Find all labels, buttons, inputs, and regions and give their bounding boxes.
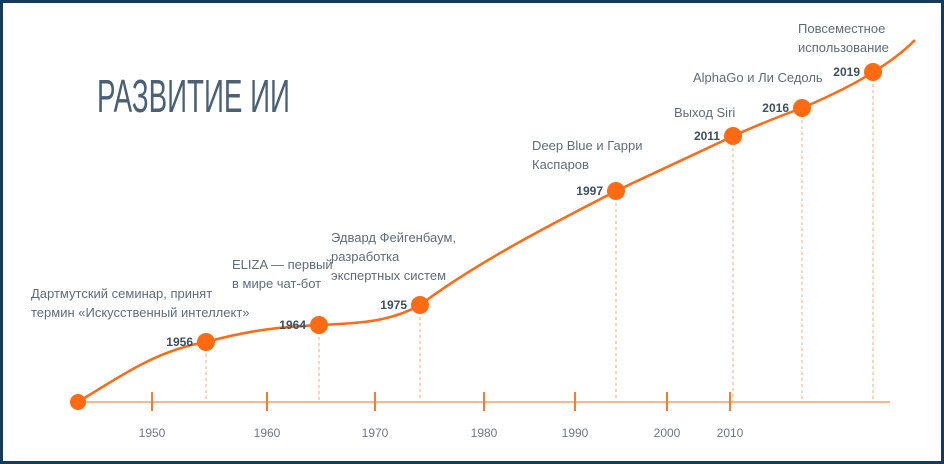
event-marker: [793, 99, 811, 117]
event-marker: [724, 127, 742, 145]
axis-tick-label: 1990: [562, 426, 589, 440]
event-description: термин «Искусственный интеллект»: [31, 305, 250, 320]
event-description: разработка: [331, 249, 400, 264]
event-marker: [310, 316, 328, 334]
event-description: Выход Siri: [674, 105, 735, 120]
diagram-title: РАЗВИТИЕ ИИ: [97, 70, 290, 122]
axis-tick-label: 2010: [717, 426, 744, 440]
event-description: Повсеместное: [798, 21, 885, 36]
event-marker: [607, 182, 625, 200]
event-marker: [197, 333, 215, 351]
event-description: Deep Blue и Гарри: [532, 138, 642, 153]
event-marker: [411, 296, 429, 314]
axis-tick-label: 1970: [362, 426, 389, 440]
event-description: ELIZA — первый: [232, 257, 333, 272]
axis-tick-label: 2000: [654, 426, 681, 440]
event-1964: 1964 ELIZA — первый в мире чат-бот: [232, 257, 333, 402]
timeline-start-point: [70, 394, 86, 410]
event-description: в мире чат-бот: [232, 276, 321, 291]
event-description: Каспаров: [532, 157, 589, 172]
event-2011: 2011 Выход Siri: [674, 105, 742, 402]
event-marker: [864, 63, 882, 81]
axis-tick-label: 1950: [139, 426, 166, 440]
event-year: 1956: [166, 335, 193, 349]
event-description: AlphaGo и Ли Седоль: [693, 70, 823, 85]
event-year: 2019: [833, 65, 860, 79]
event-year: 2011: [694, 129, 720, 143]
event-description: экспертных систем: [331, 268, 446, 283]
event-2019: 2019 Повсеместное использование: [798, 21, 889, 402]
event-description: Дартмутский семинар, принят: [31, 286, 212, 301]
event-description: использование: [798, 40, 889, 55]
event-year: 2016: [762, 101, 789, 115]
axis-tick-label: 1980: [471, 426, 498, 440]
event-year: 1997: [576, 184, 603, 198]
event-year: 1975: [380, 298, 407, 312]
event-year: 1964: [279, 318, 306, 332]
axis-tick-label: 1960: [254, 426, 281, 440]
event-2016: 2016 AlphaGo и Ли Седоль: [693, 70, 823, 402]
event-description: Эдвард Фейгенбаум,: [331, 230, 456, 245]
event-1975: 1975 Эдвард Фейгенбаум, разработка экспертн…: [331, 230, 456, 402]
event-1956: 1956 Дартмутский семинар, принят термин «И…: [31, 286, 250, 402]
event-1997: 1997 Deep Blue и Гарри Каспаров: [532, 138, 642, 402]
growth-curve: [77, 39, 916, 404]
